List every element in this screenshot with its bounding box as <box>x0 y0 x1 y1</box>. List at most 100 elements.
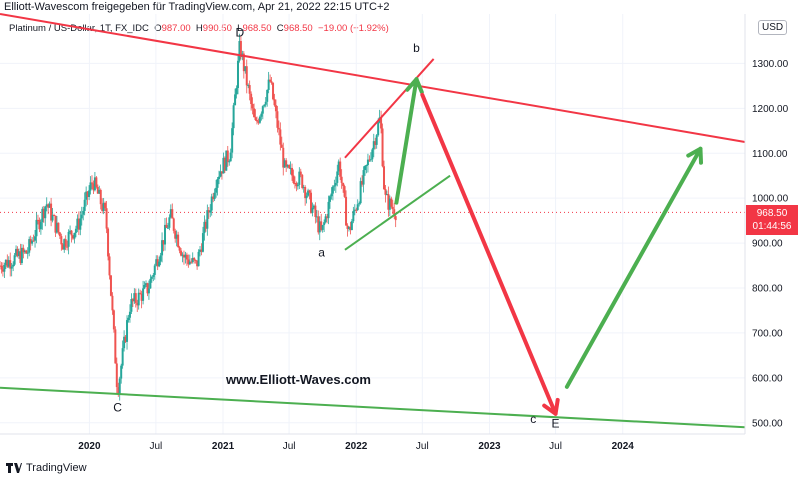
candle-body <box>146 283 149 294</box>
candle-body <box>203 221 206 234</box>
candle-body <box>212 196 215 200</box>
candle-body <box>200 249 203 252</box>
candle-body <box>184 254 187 258</box>
candle-body <box>79 218 82 230</box>
candle-body <box>352 210 355 222</box>
candle-body <box>152 274 155 277</box>
candle-body <box>35 219 38 237</box>
candle-body <box>73 232 76 239</box>
candle-body <box>231 128 234 153</box>
candle-body <box>213 192 216 200</box>
candle-body <box>283 160 286 168</box>
candle-body <box>165 224 168 228</box>
candle-body <box>251 104 254 109</box>
candle-body <box>292 175 295 183</box>
candle-body <box>155 259 158 266</box>
candle-body <box>388 198 391 210</box>
candle-body <box>229 152 232 162</box>
candle-body <box>382 166 385 190</box>
candle-body <box>266 89 269 102</box>
candle-body <box>53 215 56 217</box>
candle-body <box>136 302 139 306</box>
candle-body <box>301 174 304 188</box>
candle-body <box>0 265 3 270</box>
candle-body <box>207 210 210 213</box>
candle-body <box>215 187 218 193</box>
candle-body <box>216 178 219 188</box>
candle-body <box>114 329 117 364</box>
arrow-wave-c-down <box>420 92 558 416</box>
candle-body <box>90 182 93 184</box>
candle-body <box>270 81 273 83</box>
candle-body <box>7 260 10 267</box>
candle-body <box>365 165 368 167</box>
candle-body <box>260 113 263 117</box>
candle-body <box>15 248 18 256</box>
wave-label-b: b <box>413 41 420 55</box>
candle-body <box>137 292 140 306</box>
website-watermark: www.Elliott-Waves.com <box>226 372 371 387</box>
price-tick-label: 800.00 <box>752 284 783 295</box>
wave-label-C: C <box>113 401 122 415</box>
candle-body <box>250 93 253 105</box>
candle-body <box>350 221 353 230</box>
candle-body <box>226 150 229 162</box>
candle-body <box>280 144 283 148</box>
candle-body <box>390 198 393 207</box>
currency-button[interactable]: USD <box>758 20 788 35</box>
candle-body <box>381 128 384 167</box>
candle-body <box>162 240 165 245</box>
candle-body <box>369 159 372 161</box>
candle-body <box>289 167 292 169</box>
candle-body <box>355 209 358 211</box>
candle-body <box>48 203 51 208</box>
candle-body <box>26 252 29 254</box>
candle-body <box>346 225 349 229</box>
candle-body <box>320 221 323 230</box>
candle-body <box>321 225 324 230</box>
candle-body <box>19 251 22 264</box>
last-price-tag: 968.50 01:44:56 <box>746 205 798 235</box>
close-value: 968.50 <box>283 23 313 34</box>
candle-body <box>218 176 221 179</box>
candle-body <box>254 117 257 121</box>
wave-label-D: D <box>235 25 244 39</box>
trendline-triangle-upper <box>344 58 435 159</box>
candle-body <box>323 222 326 226</box>
candle-body <box>248 85 251 94</box>
candle-body <box>92 183 95 191</box>
price-axis: 500.00 600.00 700.00 800.00 900.00 1000.00 110… <box>752 59 789 429</box>
candle-body <box>282 147 285 168</box>
candle-body <box>28 239 31 253</box>
candle-body <box>88 190 91 197</box>
candle-body <box>178 247 181 251</box>
price-tick-label: 1000.00 <box>752 194 789 205</box>
candle-body <box>25 250 28 254</box>
candle-body <box>163 224 166 245</box>
candle-body <box>225 150 228 171</box>
candle-body <box>311 207 314 213</box>
candle-body <box>273 99 276 106</box>
candle-body <box>109 275 112 296</box>
arrowhead-wave-c-down <box>542 397 560 416</box>
change-value: −19.00 (−1.92%) <box>318 23 389 34</box>
trendline-triangle-lower <box>344 174 451 251</box>
tradingview-footer[interactable]: TradingView <box>6 462 87 474</box>
price-tick-label: 700.00 <box>752 328 783 339</box>
candle-body <box>54 215 57 233</box>
candle-body <box>156 259 159 267</box>
candle-body <box>104 202 107 209</box>
candle-body <box>102 202 105 211</box>
candle-body <box>168 217 171 228</box>
candle-body <box>169 209 172 218</box>
candle-body <box>304 187 307 199</box>
candle-body <box>267 79 270 90</box>
last-price-value: 968.50 <box>756 208 788 219</box>
candle-body <box>299 171 302 175</box>
candle-body <box>13 255 16 265</box>
candle-body <box>318 221 321 233</box>
candle-body <box>374 141 377 145</box>
candle-body <box>220 171 223 174</box>
candle-body <box>140 293 143 301</box>
